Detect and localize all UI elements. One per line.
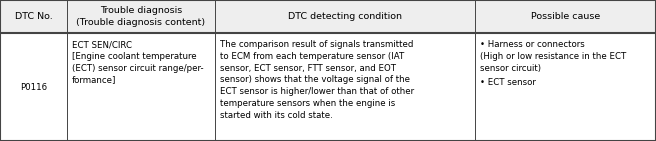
- Text: • Harness or connectors
(High or low resistance in the ECT
sensor circuit): • Harness or connectors (High or low res…: [480, 40, 626, 73]
- Text: ECT SEN/CIRC
[Engine coolant temperature
(ECT) sensor circuit range/per-
formanc: ECT SEN/CIRC [Engine coolant temperature…: [72, 40, 203, 84]
- Text: DTC No.: DTC No.: [14, 12, 52, 21]
- Text: • ECT sensor: • ECT sensor: [480, 78, 536, 87]
- Bar: [0, 33, 656, 141]
- Text: P0116: P0116: [20, 82, 47, 92]
- Text: Possible cause: Possible cause: [531, 12, 600, 21]
- Text: The comparison result of signals transmitted
to ECM from each temperature sensor: The comparison result of signals transmi…: [220, 40, 414, 120]
- Text: DTC detecting condition: DTC detecting condition: [288, 12, 402, 21]
- Text: Trouble diagnosis
(Trouble diagnosis content): Trouble diagnosis (Trouble diagnosis con…: [77, 6, 205, 27]
- Bar: [0, 0, 656, 33]
